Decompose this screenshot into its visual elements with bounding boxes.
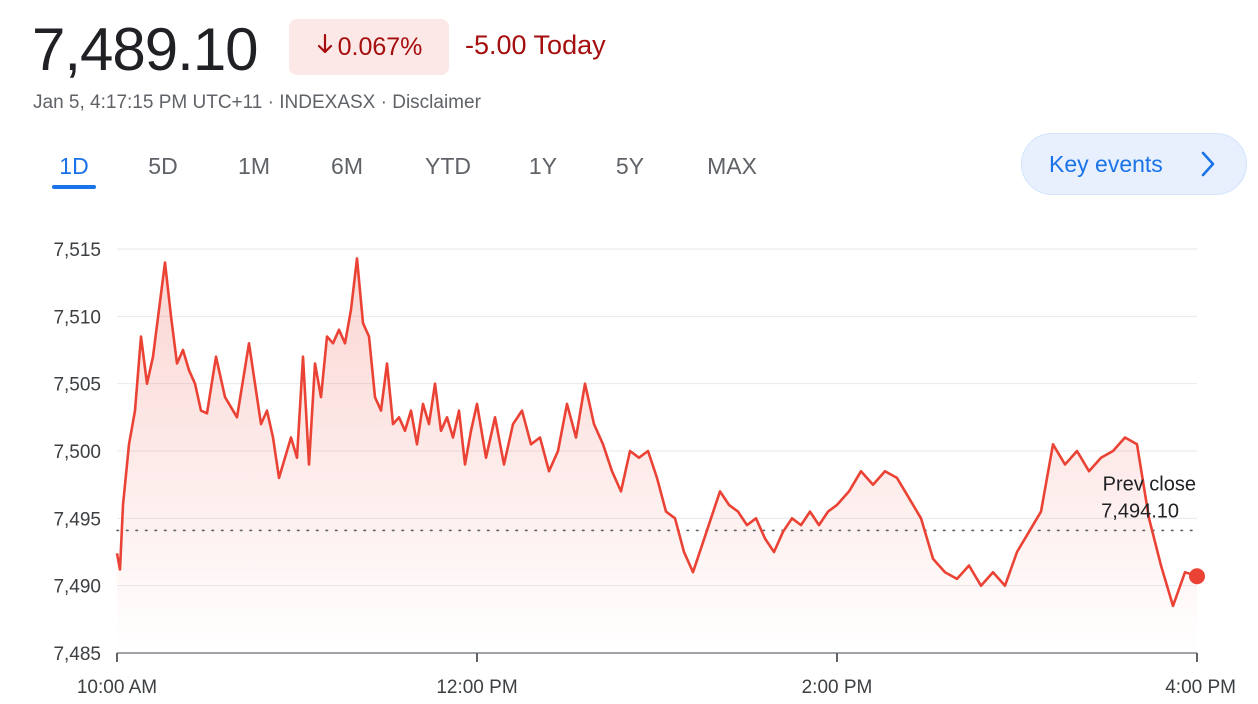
price-line [115,257,1198,608]
y-tick-label: 7,510 [53,307,101,328]
time-range-tabs: 1D 5D 1M 6M YTD 1Y 5Y MAX [0,145,900,195]
prev-close-label: Prev close [1103,473,1196,495]
tab-ytd[interactable]: YTD [425,153,471,179]
x-tick-label: 4:00 PM [1165,677,1236,698]
meta-separator: · [262,92,280,113]
prev-close-value: 7,494.10 [1101,500,1179,522]
y-axis-ticks: 7,515 7,510 7,505 7,500 7,495 7,490 7,485 [53,240,101,665]
timestamp: Jan 5, 4:17:15 PM UTC+11 [33,92,263,113]
current-price: 7,489.10 [32,16,259,83]
x-tick-label: 12:00 PM [436,677,517,698]
last-price-dot [1189,568,1205,585]
y-tick-label: 7,500 [53,442,101,463]
y-tick-label: 7,490 [53,577,101,598]
tab-5d[interactable]: 5D [148,153,178,179]
chevron-right-icon [1200,150,1216,184]
key-events-button[interactable]: Key events [1021,133,1247,195]
active-tab-indicator [52,185,96,189]
change-percent-value: 0.067% [337,32,423,61]
tab-6m[interactable]: 6M [331,153,363,179]
change-percent-badge: 0.067% [289,19,449,75]
y-tick-label: 7,495 [53,509,101,530]
down-arrow-icon [316,33,334,62]
change-today: -5.00 Today [465,30,606,60]
tab-max[interactable]: MAX [707,153,757,179]
price-area [117,258,1197,653]
meta-separator: · [375,92,393,113]
key-events-label: Key events [1049,150,1163,177]
disclaimer-link[interactable]: Disclaimer [392,92,481,113]
y-tick-label: 7,485 [53,644,101,665]
tab-1d[interactable]: 1D [59,153,89,179]
y-tick-label: 7,505 [53,375,101,396]
x-axis-ticks: 10:00 AM 12:00 PM 2:00 PM 4:00 PM [77,653,1236,698]
quote-meta: Jan 5, 4:17:15 PM UTC+11 · INDEXASX · Di… [33,92,481,114]
tab-1y[interactable]: 1Y [528,153,558,179]
x-tick-label: 10:00 AM [77,677,157,698]
y-tick-label: 7,515 [53,240,101,261]
exchange-name: INDEXASX [279,92,376,113]
tab-5y[interactable]: 5Y [615,153,645,179]
tab-1m[interactable]: 1M [238,153,270,179]
x-tick-label: 2:00 PM [802,677,873,698]
